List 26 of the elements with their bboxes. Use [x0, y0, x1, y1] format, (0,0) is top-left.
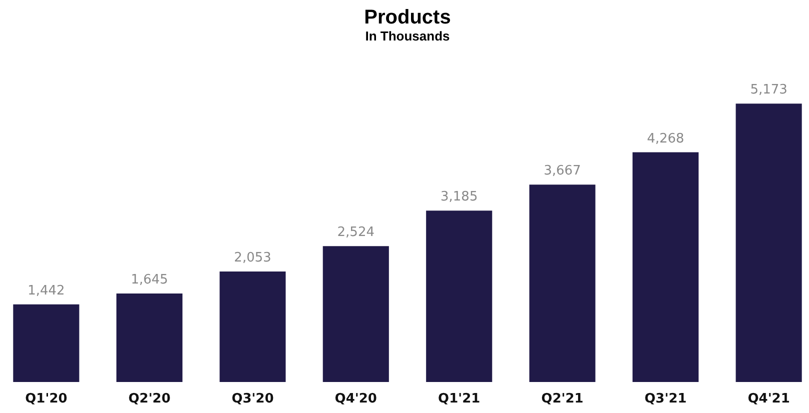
bar — [116, 293, 182, 382]
chart-subtitle: In Thousands — [365, 28, 450, 44]
bar — [13, 304, 80, 382]
x-tick-label: Q3'21 — [644, 392, 687, 406]
bar — [322, 246, 389, 382]
data-label: 2,053 — [234, 250, 272, 266]
bar — [426, 210, 492, 382]
bar — [529, 184, 596, 382]
data-label: 3,667 — [544, 164, 581, 179]
data-label: 1,442 — [28, 283, 65, 298]
data-label: 1,645 — [130, 272, 168, 288]
bar — [736, 104, 802, 382]
x-tick-label: Q2'20 — [128, 392, 171, 406]
bar — [632, 152, 699, 382]
x-tick-label: Q4'20 — [334, 392, 377, 406]
x-tick-label: Q3'20 — [232, 392, 274, 406]
x-tick-label: Q1'20 — [25, 392, 68, 406]
chart-title: Products — [364, 6, 451, 29]
x-tick-label: Q4'21 — [748, 392, 790, 406]
data-label: 5,173 — [750, 82, 788, 98]
data-label: 4,268 — [646, 131, 684, 146]
bar — [220, 272, 286, 382]
x-tick-label: Q1'21 — [438, 392, 480, 406]
data-label: 2,524 — [337, 225, 374, 240]
data-label: 3,185 — [440, 190, 478, 205]
x-tick-label: Q2'21 — [541, 392, 584, 406]
